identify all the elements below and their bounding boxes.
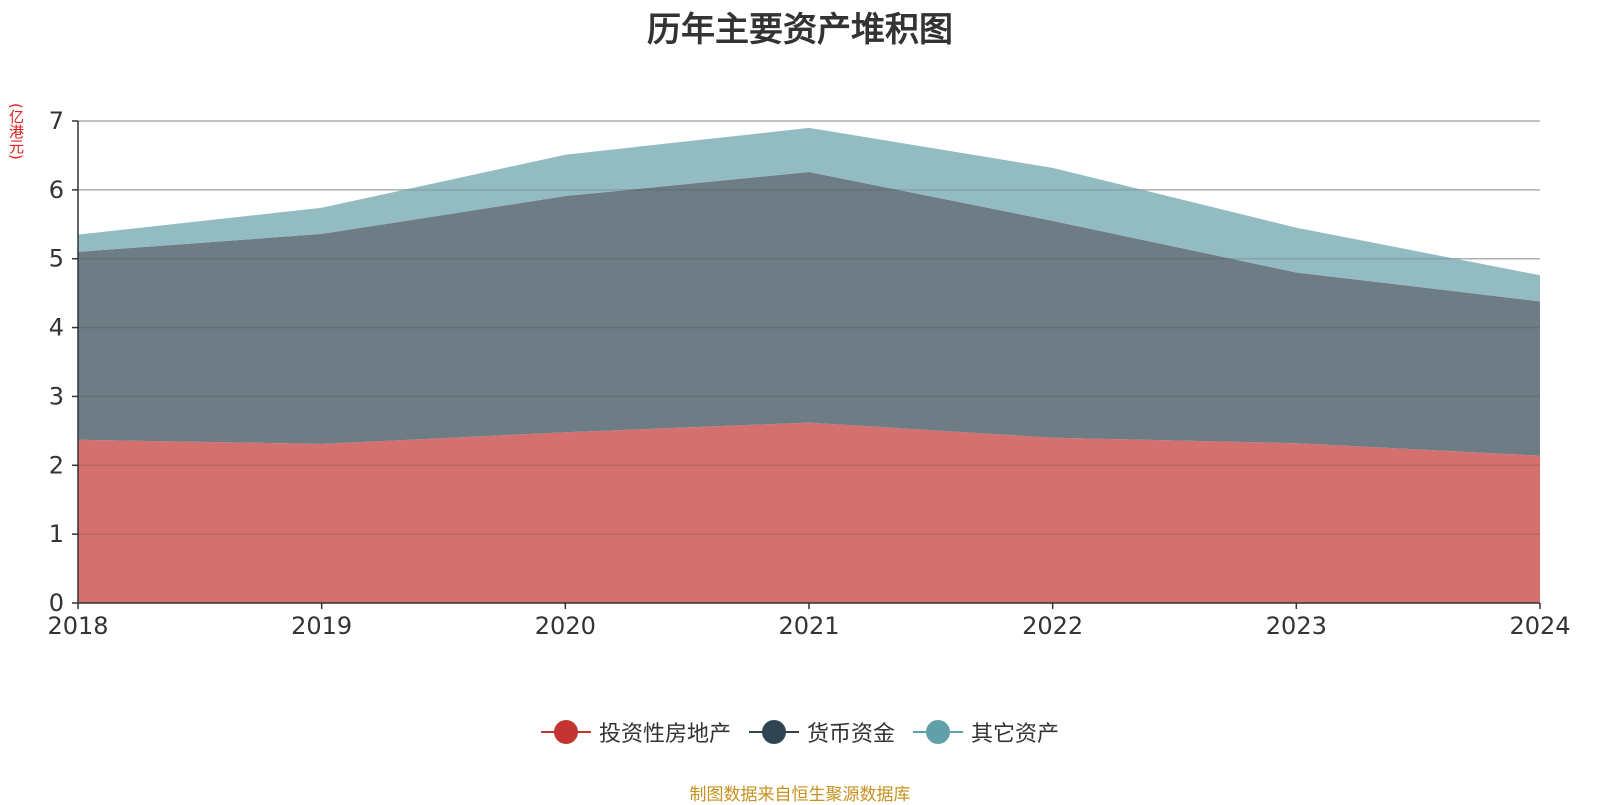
x-tick-label: 2023 <box>1266 612 1327 640</box>
legend-item-cash[interactable]: 货币资金 <box>748 716 895 748</box>
y-tick-label: 6 <box>49 176 64 204</box>
legend-label: 其它资产 <box>971 722 1060 747</box>
y-axis-unit-label: (亿港元) <box>7 103 25 160</box>
chart-title: 历年主要资产堆积图 <box>647 10 953 50</box>
area-investment-property[interactable] <box>78 422 1540 603</box>
x-tick-label: 2018 <box>47 612 108 640</box>
x-tick-label: 2020 <box>535 612 596 640</box>
area-cash[interactable] <box>78 171 1540 456</box>
legend: 投资性房地产 货币资金 其它资产 <box>0 716 1600 748</box>
legend-label: 货币资金 <box>806 722 895 747</box>
y-tick-label: 5 <box>49 245 64 273</box>
legend-item-other-assets[interactable]: 其它资产 <box>913 716 1059 748</box>
source-note: 制图数据来自恒生聚源数据库 <box>689 785 911 805</box>
x-tick-label: 2019 <box>291 612 352 640</box>
axes: 0 1 2 3 4 5 6 7 2018 2019 2020 2021 2022 2023 2024 <box>47 107 1570 640</box>
legend-label: 投资性房地产 <box>598 722 731 747</box>
area-series <box>78 120 1540 603</box>
x-tick-label: 2021 <box>778 612 839 640</box>
y-tick-label: 0 <box>49 589 64 617</box>
y-tick-label: 1 <box>49 520 64 548</box>
legend-marker-icon <box>748 720 799 744</box>
x-tick-label: 2024 <box>1509 612 1570 640</box>
y-tick-label: 7 <box>49 107 64 135</box>
legend-marker-icon <box>913 720 963 744</box>
legend-marker-icon <box>540 720 591 744</box>
area-other-assets[interactable] <box>78 127 1540 302</box>
y-tick-label: 2 <box>49 451 64 479</box>
y-tick-label: 3 <box>49 382 64 410</box>
y-tick-label: 4 <box>49 314 64 342</box>
x-tick-label: 2022 <box>1022 612 1083 640</box>
legend-item-investment-property[interactable]: 投资性房地产 <box>540 716 731 748</box>
